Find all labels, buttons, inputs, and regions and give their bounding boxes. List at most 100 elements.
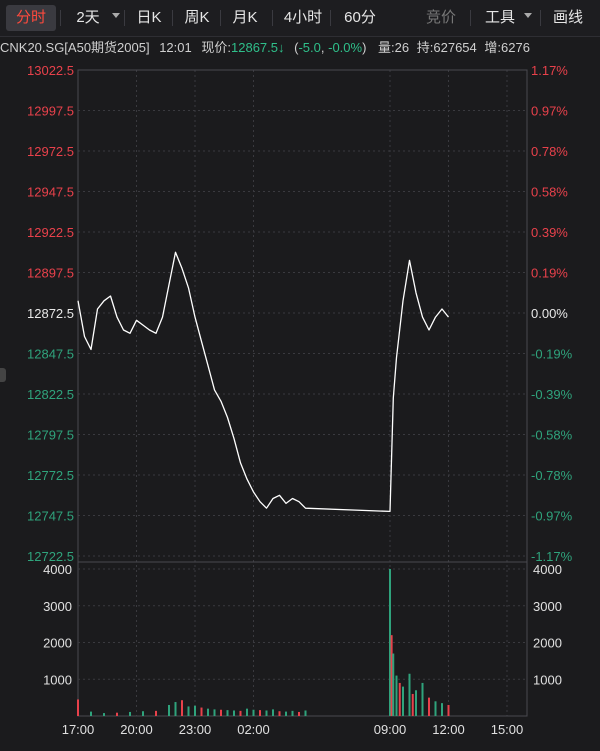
- toolbar-separator: [124, 10, 125, 26]
- volume-bar: [220, 709, 222, 716]
- chevron-down-icon[interactable]: [112, 13, 120, 18]
- pct-tick-label: 0.58%: [531, 185, 568, 200]
- volume-bar: [207, 708, 209, 716]
- volume-tick-label: 3000: [43, 599, 72, 614]
- volume-value: 26: [394, 40, 410, 55]
- volume-bar: [129, 711, 131, 716]
- tab-0[interactable]: 分时: [6, 5, 56, 31]
- volume-bar: [390, 635, 393, 716]
- volume-bar: [421, 682, 424, 716]
- volume-bar: [239, 710, 242, 716]
- time-tick-label: 12:00: [432, 722, 465, 737]
- pct-tick-label: -0.58%: [531, 428, 573, 443]
- volume-bar: [304, 710, 307, 716]
- volume-bar: [116, 712, 118, 716]
- increase-value: 6276: [501, 40, 530, 55]
- volume-bar: [155, 710, 157, 716]
- intraday-chart[interactable]: 13022.5 1.17% 12997.5 0.97% 12972.5 0.78% 1294…: [0, 60, 600, 751]
- price-tick-label: 12947.5: [27, 185, 74, 200]
- volume-bar: [213, 709, 216, 716]
- price-tick-label: 12822.5: [27, 387, 74, 402]
- volume-bar: [200, 707, 203, 716]
- tab-3[interactable]: 周K: [184, 9, 210, 26]
- volume-tick-label-right: 1000: [533, 672, 562, 687]
- pct-tick-label: -0.97%: [531, 509, 573, 524]
- tab-6[interactable]: 60分: [344, 9, 376, 26]
- pct-tick-label: 0.00%: [531, 306, 568, 321]
- chevron-down-icon[interactable]: [524, 13, 532, 18]
- price-change: -5.0: [298, 40, 321, 55]
- price-tick-label: 12797.5: [27, 428, 74, 443]
- volume-bar: [408, 673, 411, 716]
- time-tick-label: 20:00: [120, 722, 153, 737]
- volume-bar: [252, 709, 255, 716]
- volume-tick-label: 1000: [43, 672, 72, 687]
- tab-2[interactable]: 日K: [136, 9, 162, 26]
- volume-bar: [226, 710, 229, 716]
- toolbar-separator: [272, 10, 273, 26]
- volume-bar: [233, 710, 235, 716]
- tab-8[interactable]: 工具: [484, 9, 515, 26]
- tab-5[interactable]: 4小时: [283, 9, 323, 26]
- volume-bar: [259, 710, 261, 716]
- price-change-pct: -0.0%: [328, 40, 363, 55]
- pct-tick-label: 0.39%: [531, 225, 568, 240]
- volume-bar: [392, 653, 395, 716]
- time-tick-label: 15:00: [491, 722, 524, 737]
- volume-bar: [415, 690, 417, 716]
- volume-bar: [142, 711, 144, 716]
- volume-tick-label-right: 2000: [533, 636, 562, 651]
- increase-label: 增:: [484, 40, 502, 55]
- price-tick-label: 13022.5: [27, 63, 74, 78]
- volume-bar: [272, 709, 274, 716]
- pct-tick-label: 0.97%: [531, 104, 568, 119]
- quote-info-bar: CNK20.SG[A50期货2005] 12:01 现价:12867.5↓ (-…: [0, 37, 600, 59]
- volume-bar: [278, 711, 281, 716]
- time-tick-label: 02:00: [237, 722, 270, 737]
- volume-bar: [402, 686, 404, 716]
- price-tick-label: 12847.5: [27, 347, 74, 362]
- volume-label: 量:: [378, 40, 395, 55]
- volume-bar: [168, 704, 170, 716]
- time-tick-label: 23:00: [179, 722, 212, 737]
- volume-tick-label-right: 4000: [533, 562, 562, 577]
- current-price: 12867.5: [231, 40, 278, 55]
- price-tick-label: 12772.5: [27, 468, 74, 483]
- volume-tick-label: 4000: [43, 562, 72, 577]
- toolbar-separator: [470, 10, 471, 26]
- volume-bar: [411, 693, 414, 716]
- change-close-paren: ): [362, 40, 367, 55]
- price-tick-label: 12872.5: [27, 306, 74, 321]
- volume-bar: [77, 699, 79, 716]
- price-tick-label: 12997.5: [27, 104, 74, 119]
- tab-9[interactable]: 画线: [552, 9, 583, 26]
- pct-tick-label: 1.17%: [531, 63, 568, 78]
- volume-bar: [441, 703, 443, 716]
- price-tick-label: 12897.5: [27, 266, 74, 281]
- volume-bar: [395, 675, 398, 716]
- left-edge-handle[interactable]: [0, 368, 6, 382]
- volume-bar: [285, 711, 287, 716]
- time-tick-label: 09:00: [374, 722, 407, 737]
- change-open-paren: (: [294, 40, 299, 55]
- tab-7[interactable]: 竞价: [425, 9, 456, 26]
- toolbar-separator: [172, 10, 173, 26]
- price-line: [77, 251, 450, 513]
- volume-bar: [447, 704, 450, 716]
- pct-tick-label: -0.19%: [531, 347, 573, 362]
- price-tick-label: 12722.5: [27, 549, 74, 564]
- hold-value: 627654: [433, 40, 477, 55]
- time-tick-label: 17:00: [62, 722, 95, 737]
- toolbar-separator: [60, 10, 61, 26]
- toolbar-separator: [330, 10, 331, 26]
- tab-4[interactable]: 月K: [232, 9, 258, 26]
- volume-bar: [246, 708, 248, 716]
- volume-bar: [265, 710, 268, 716]
- pct-tick-label: 0.19%: [531, 266, 568, 281]
- pct-tick-label: -1.17%: [531, 549, 573, 564]
- volume-bar: [181, 700, 183, 716]
- volume-bar: [174, 702, 177, 716]
- tab-1[interactable]: 2天: [76, 9, 100, 26]
- quote-time: 12:01: [159, 40, 192, 55]
- symbol-name: CNK20.SG[A50期货2005]: [0, 40, 150, 55]
